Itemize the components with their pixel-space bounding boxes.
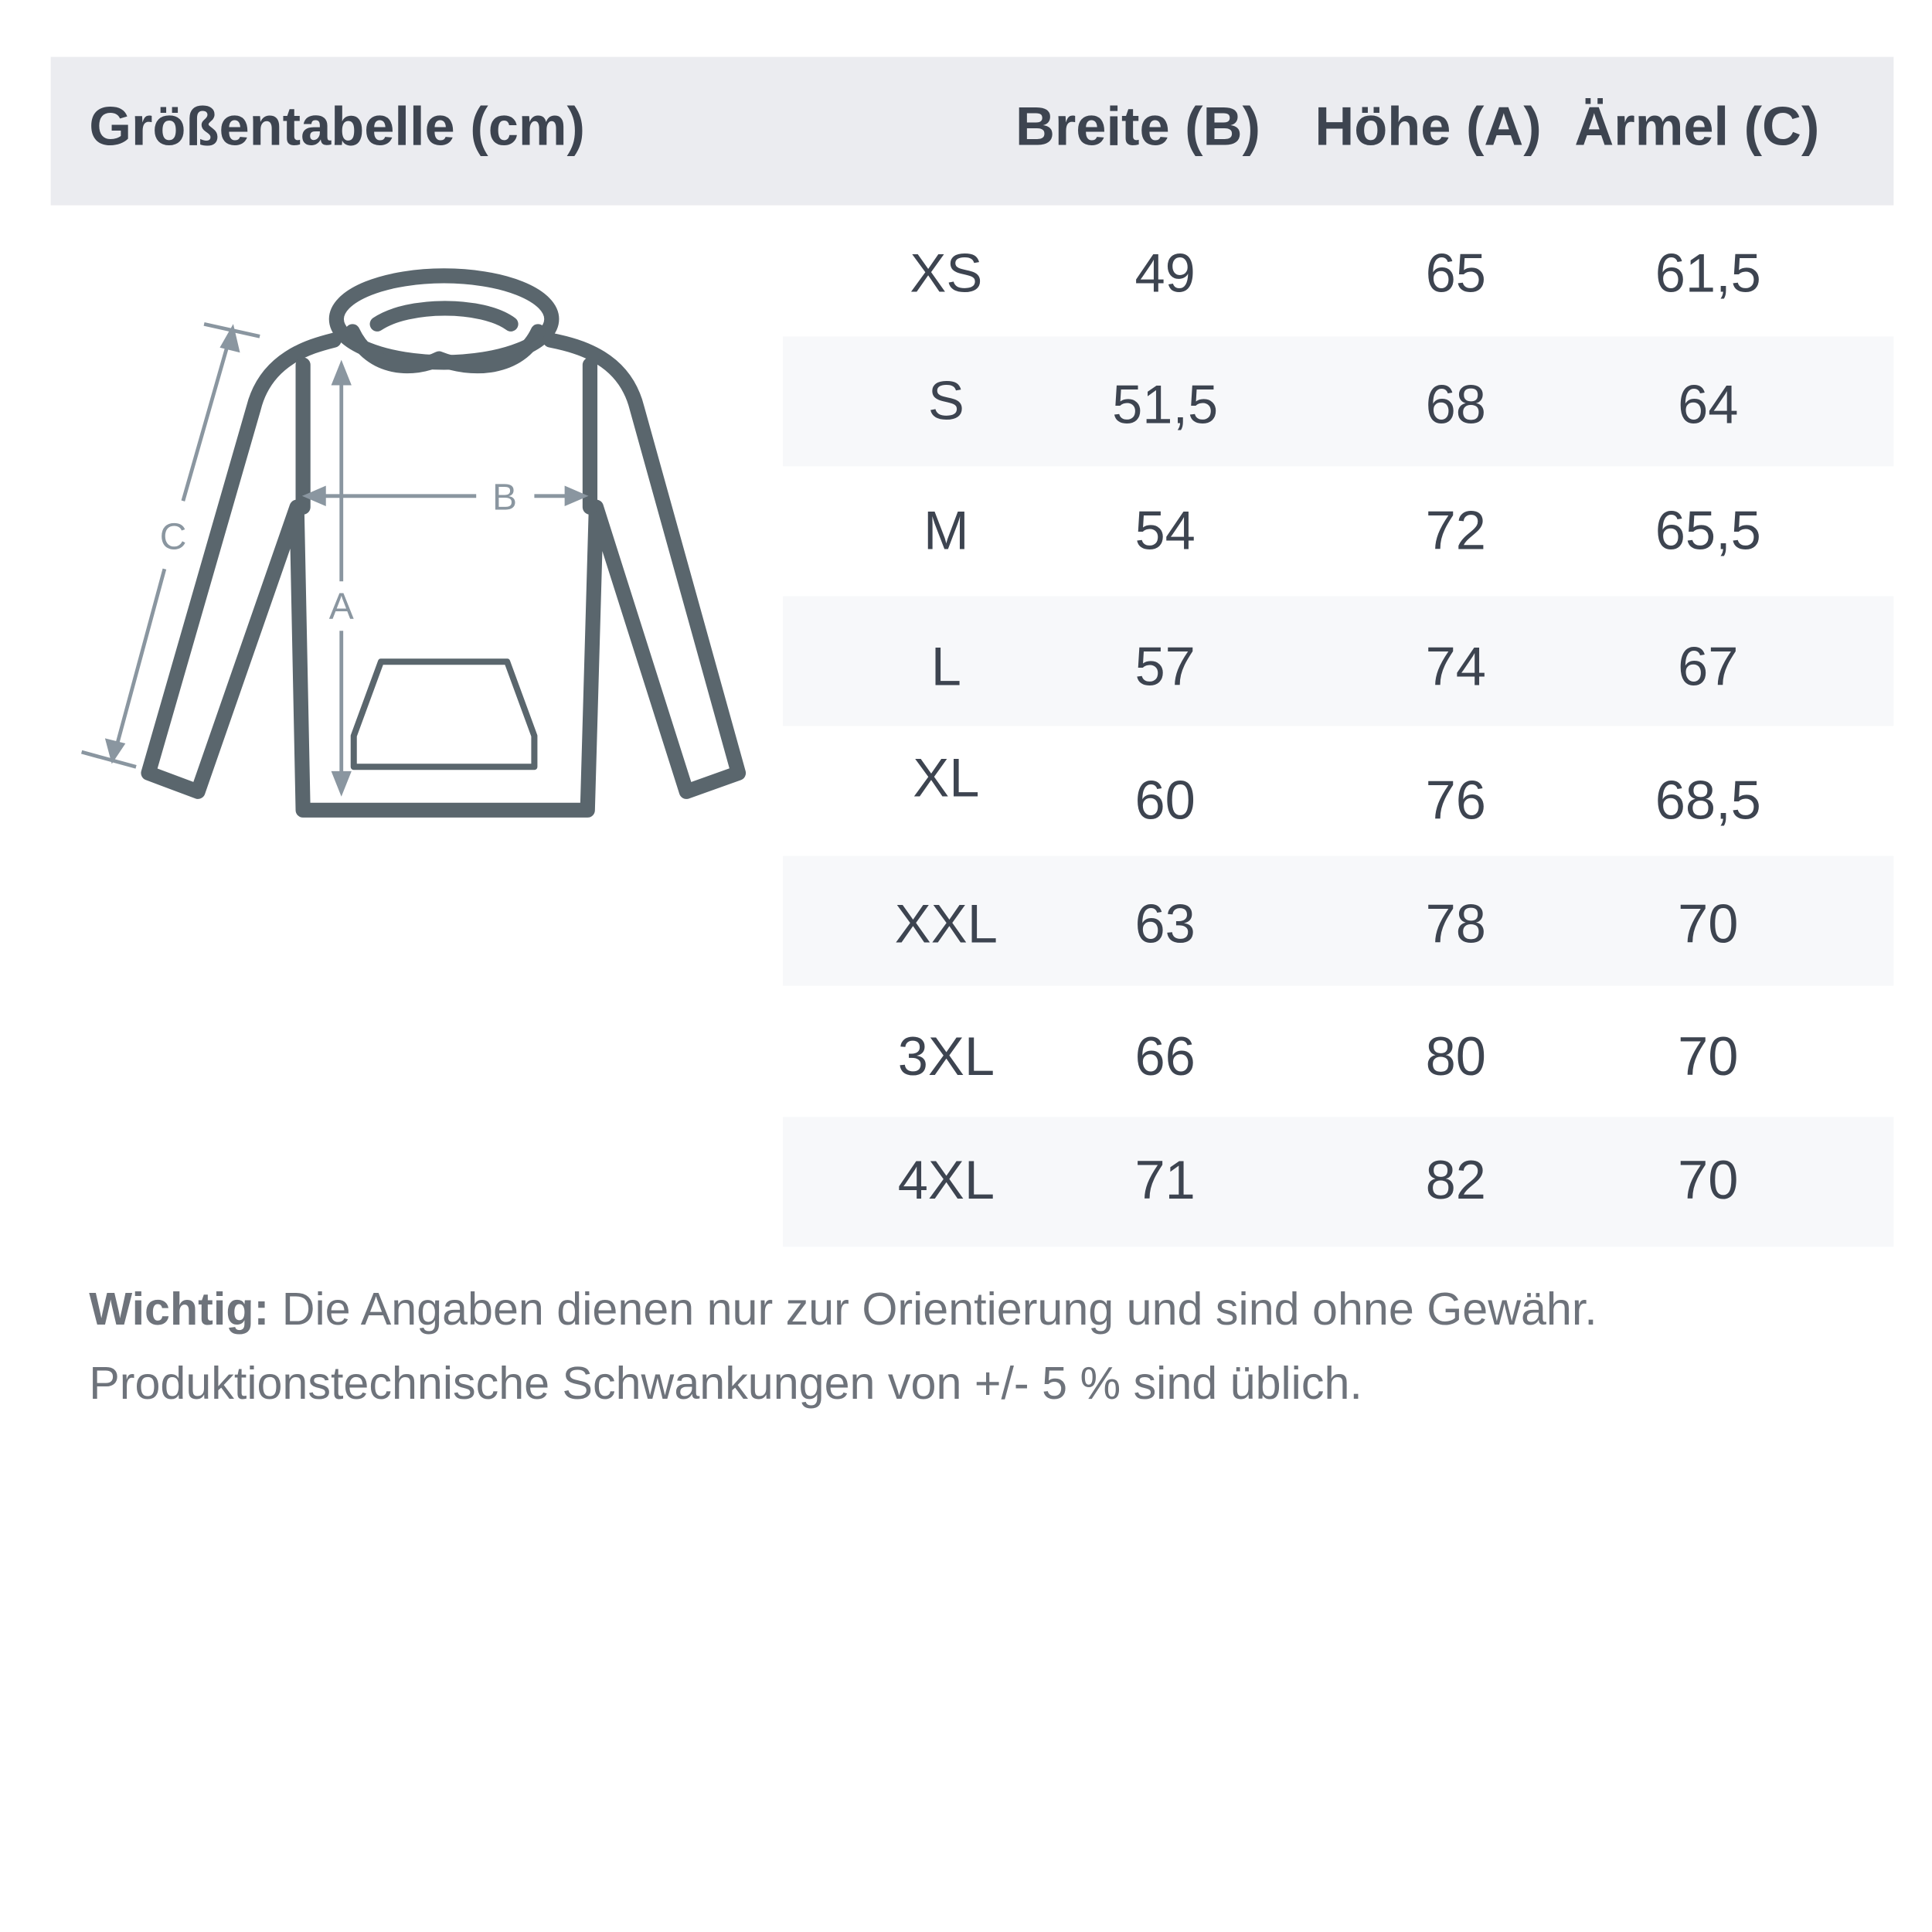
label-c: C (160, 517, 187, 558)
row-stripe (783, 1117, 1894, 1247)
cell-hoehe: 80 (1425, 1026, 1486, 1087)
cell-size: L (930, 637, 961, 698)
cell-hoehe: 68 (1425, 374, 1486, 436)
cell-hoehe: 76 (1425, 770, 1486, 832)
cell-size: 3XL (897, 1026, 995, 1087)
note-bold: Wichtig: (89, 1284, 270, 1335)
label-b: B (492, 477, 517, 518)
cell-size: XL (913, 748, 980, 809)
column-header-aermel: Ärmel (C) (1574, 96, 1820, 158)
cell-breite: 51,5 (1112, 374, 1219, 436)
cell-breite: 71 (1134, 1150, 1196, 1211)
cell-size: XS (910, 243, 983, 304)
cell-hoehe: 78 (1425, 894, 1486, 955)
note-line-1: Wichtig: Die Angaben dienen nur zur Orie… (89, 1284, 1597, 1335)
cell-aermel: 64 (1678, 374, 1739, 436)
cell-aermel: 70 (1678, 1026, 1739, 1087)
column-header-breite: Breite (B) (1015, 96, 1260, 158)
cell-hoehe: 74 (1425, 637, 1486, 698)
row-stripe (783, 336, 1894, 467)
cell-breite: 54 (1134, 501, 1196, 562)
cell-breite: 63 (1134, 894, 1196, 955)
hoodie-diagram-icon: A B C (81, 268, 747, 818)
cell-hoehe: 65 (1425, 243, 1486, 304)
label-a: A (329, 586, 354, 627)
table-header (50, 56, 1894, 206)
row-stripe (783, 596, 1894, 726)
row-stripe (783, 855, 1894, 986)
cell-aermel: 70 (1678, 894, 1739, 955)
cell-aermel: 68,5 (1655, 770, 1761, 832)
note-text: Die Angaben dienen nur zur Orientierung … (269, 1284, 1597, 1335)
cell-size: M (923, 501, 969, 562)
cell-breite: 49 (1134, 243, 1196, 304)
cell-size: 4XL (897, 1150, 995, 1211)
column-header-hoehe: Höhe (A) (1315, 96, 1542, 158)
cell-size: S (927, 371, 964, 432)
cell-size: XXL (894, 894, 998, 955)
cell-breite: 57 (1134, 637, 1196, 698)
cell-aermel: 65,5 (1655, 501, 1761, 562)
cell-aermel: 67 (1678, 637, 1739, 698)
cell-breite: 60 (1134, 770, 1196, 832)
page-title: Größentabelle (cm) (89, 96, 585, 158)
note-line-2: Produktionstechnische Schwankungen von +… (89, 1358, 1362, 1409)
cell-hoehe: 72 (1425, 501, 1486, 562)
cell-breite: 66 (1134, 1026, 1196, 1087)
cell-aermel: 70 (1678, 1150, 1739, 1211)
cell-aermel: 61,5 (1655, 243, 1761, 304)
cell-hoehe: 82 (1425, 1150, 1486, 1211)
